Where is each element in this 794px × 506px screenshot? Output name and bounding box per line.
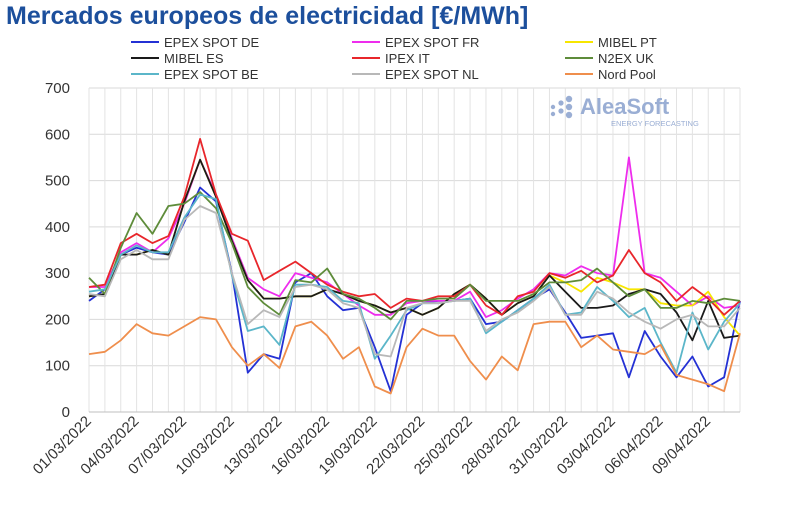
logo-dot xyxy=(565,111,573,119)
y-tick-label: 600 xyxy=(45,126,70,143)
x-axis: 01/03/202204/03/202207/03/202210/03/2022… xyxy=(30,411,740,478)
series-line-n2ex-uk xyxy=(88,191,741,321)
logo-tagline: ENERGY FORECASTING xyxy=(611,119,699,128)
y-tick-label: 200 xyxy=(45,311,70,328)
series-line-epex-spot-be xyxy=(88,193,741,374)
legend-label: EPEX SPOT FR xyxy=(385,35,479,50)
legend-label: MIBEL ES xyxy=(164,51,224,66)
chart-title: Mercados europeos de electricidad [€/MWh… xyxy=(6,2,529,30)
legend-label: IPEX IT xyxy=(385,51,430,66)
legend-label: EPEX SPOT DE xyxy=(164,35,259,50)
y-tick-label: 100 xyxy=(45,358,70,375)
y-tick-label: 500 xyxy=(45,173,70,190)
aleasoft-logo: AleaSoft ENERGY FORECASTING xyxy=(550,94,699,128)
logo-dots-icon xyxy=(550,95,573,119)
y-tick-label: 700 xyxy=(45,80,70,97)
series-line-epex-spot-nl xyxy=(88,205,741,358)
series-line-nord-pool xyxy=(88,316,741,395)
logo-dot xyxy=(565,103,573,111)
logo-dot xyxy=(565,95,573,103)
logo-dot xyxy=(550,104,556,110)
y-axis: 0 100 200 300 400 500 600 700 xyxy=(45,80,70,421)
legend-label: N2EX UK xyxy=(598,51,654,66)
logo-dot xyxy=(558,100,564,106)
legend-label: EPEX SPOT NL xyxy=(385,67,479,82)
y-tick-label: 0 xyxy=(62,404,70,421)
legend: EPEX SPOT DE EPEX SPOT FR MIBEL PT MIBEL ES… xyxy=(131,35,657,82)
logo-dot xyxy=(558,108,564,114)
logo-name: AleaSoft xyxy=(580,94,670,119)
series-line-epex-spot-fr xyxy=(89,156,741,319)
legend-label: Nord Pool xyxy=(598,67,656,82)
series-line-ipex-it xyxy=(88,137,741,316)
series-lines xyxy=(88,137,741,395)
logo-dot xyxy=(550,111,556,117)
series-line-mibel-es xyxy=(88,158,741,342)
y-tick-label: 400 xyxy=(45,219,70,236)
y-tick-label: 300 xyxy=(45,265,70,282)
legend-label: MIBEL PT xyxy=(598,35,657,50)
legend-label: EPEX SPOT BE xyxy=(164,67,259,82)
